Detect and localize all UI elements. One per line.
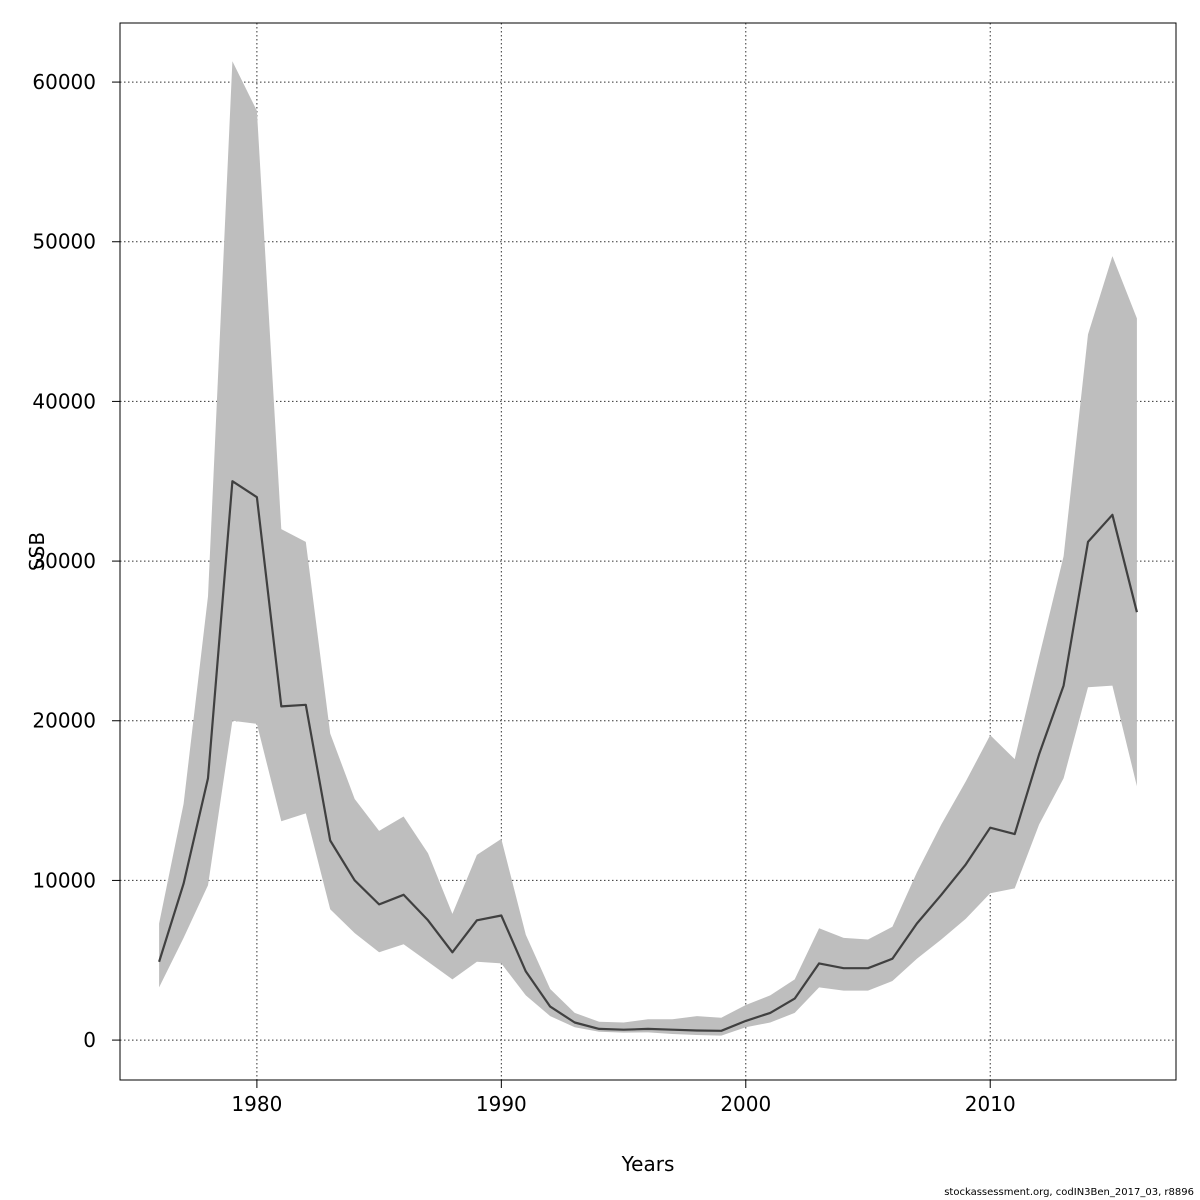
y-tick-label: 30000 <box>32 549 96 573</box>
y-axis: 0 10000 20000 30000 40000 50000 60000 <box>32 70 120 1052</box>
y-tick-label: 10000 <box>32 868 96 892</box>
y-tick-label: 60000 <box>32 70 96 94</box>
y-axis-title: SSB <box>25 532 49 571</box>
source-footnote: stockassessment.org, codIN3Ben_2017_03, … <box>944 1187 1194 1198</box>
y-tick-label: 50000 <box>32 230 96 254</box>
ssb-series-line <box>158 480 1138 1032</box>
x-tick-label: 1980 <box>231 1092 282 1116</box>
x-tick-label: 2010 <box>965 1092 1016 1116</box>
x-tick-label: 2000 <box>720 1092 771 1116</box>
y-tick-label: 0 <box>83 1028 96 1052</box>
x-tick-label: 1990 <box>476 1092 527 1116</box>
plot-frame <box>119 22 1177 1081</box>
x-axis-title: Years <box>621 1152 675 1176</box>
y-tick-label: 20000 <box>32 709 96 733</box>
y-tick-label: 40000 <box>32 389 96 413</box>
confidence-band <box>159 61 1137 1036</box>
x-axis: 1980 1990 2000 2010 <box>231 1080 1016 1116</box>
